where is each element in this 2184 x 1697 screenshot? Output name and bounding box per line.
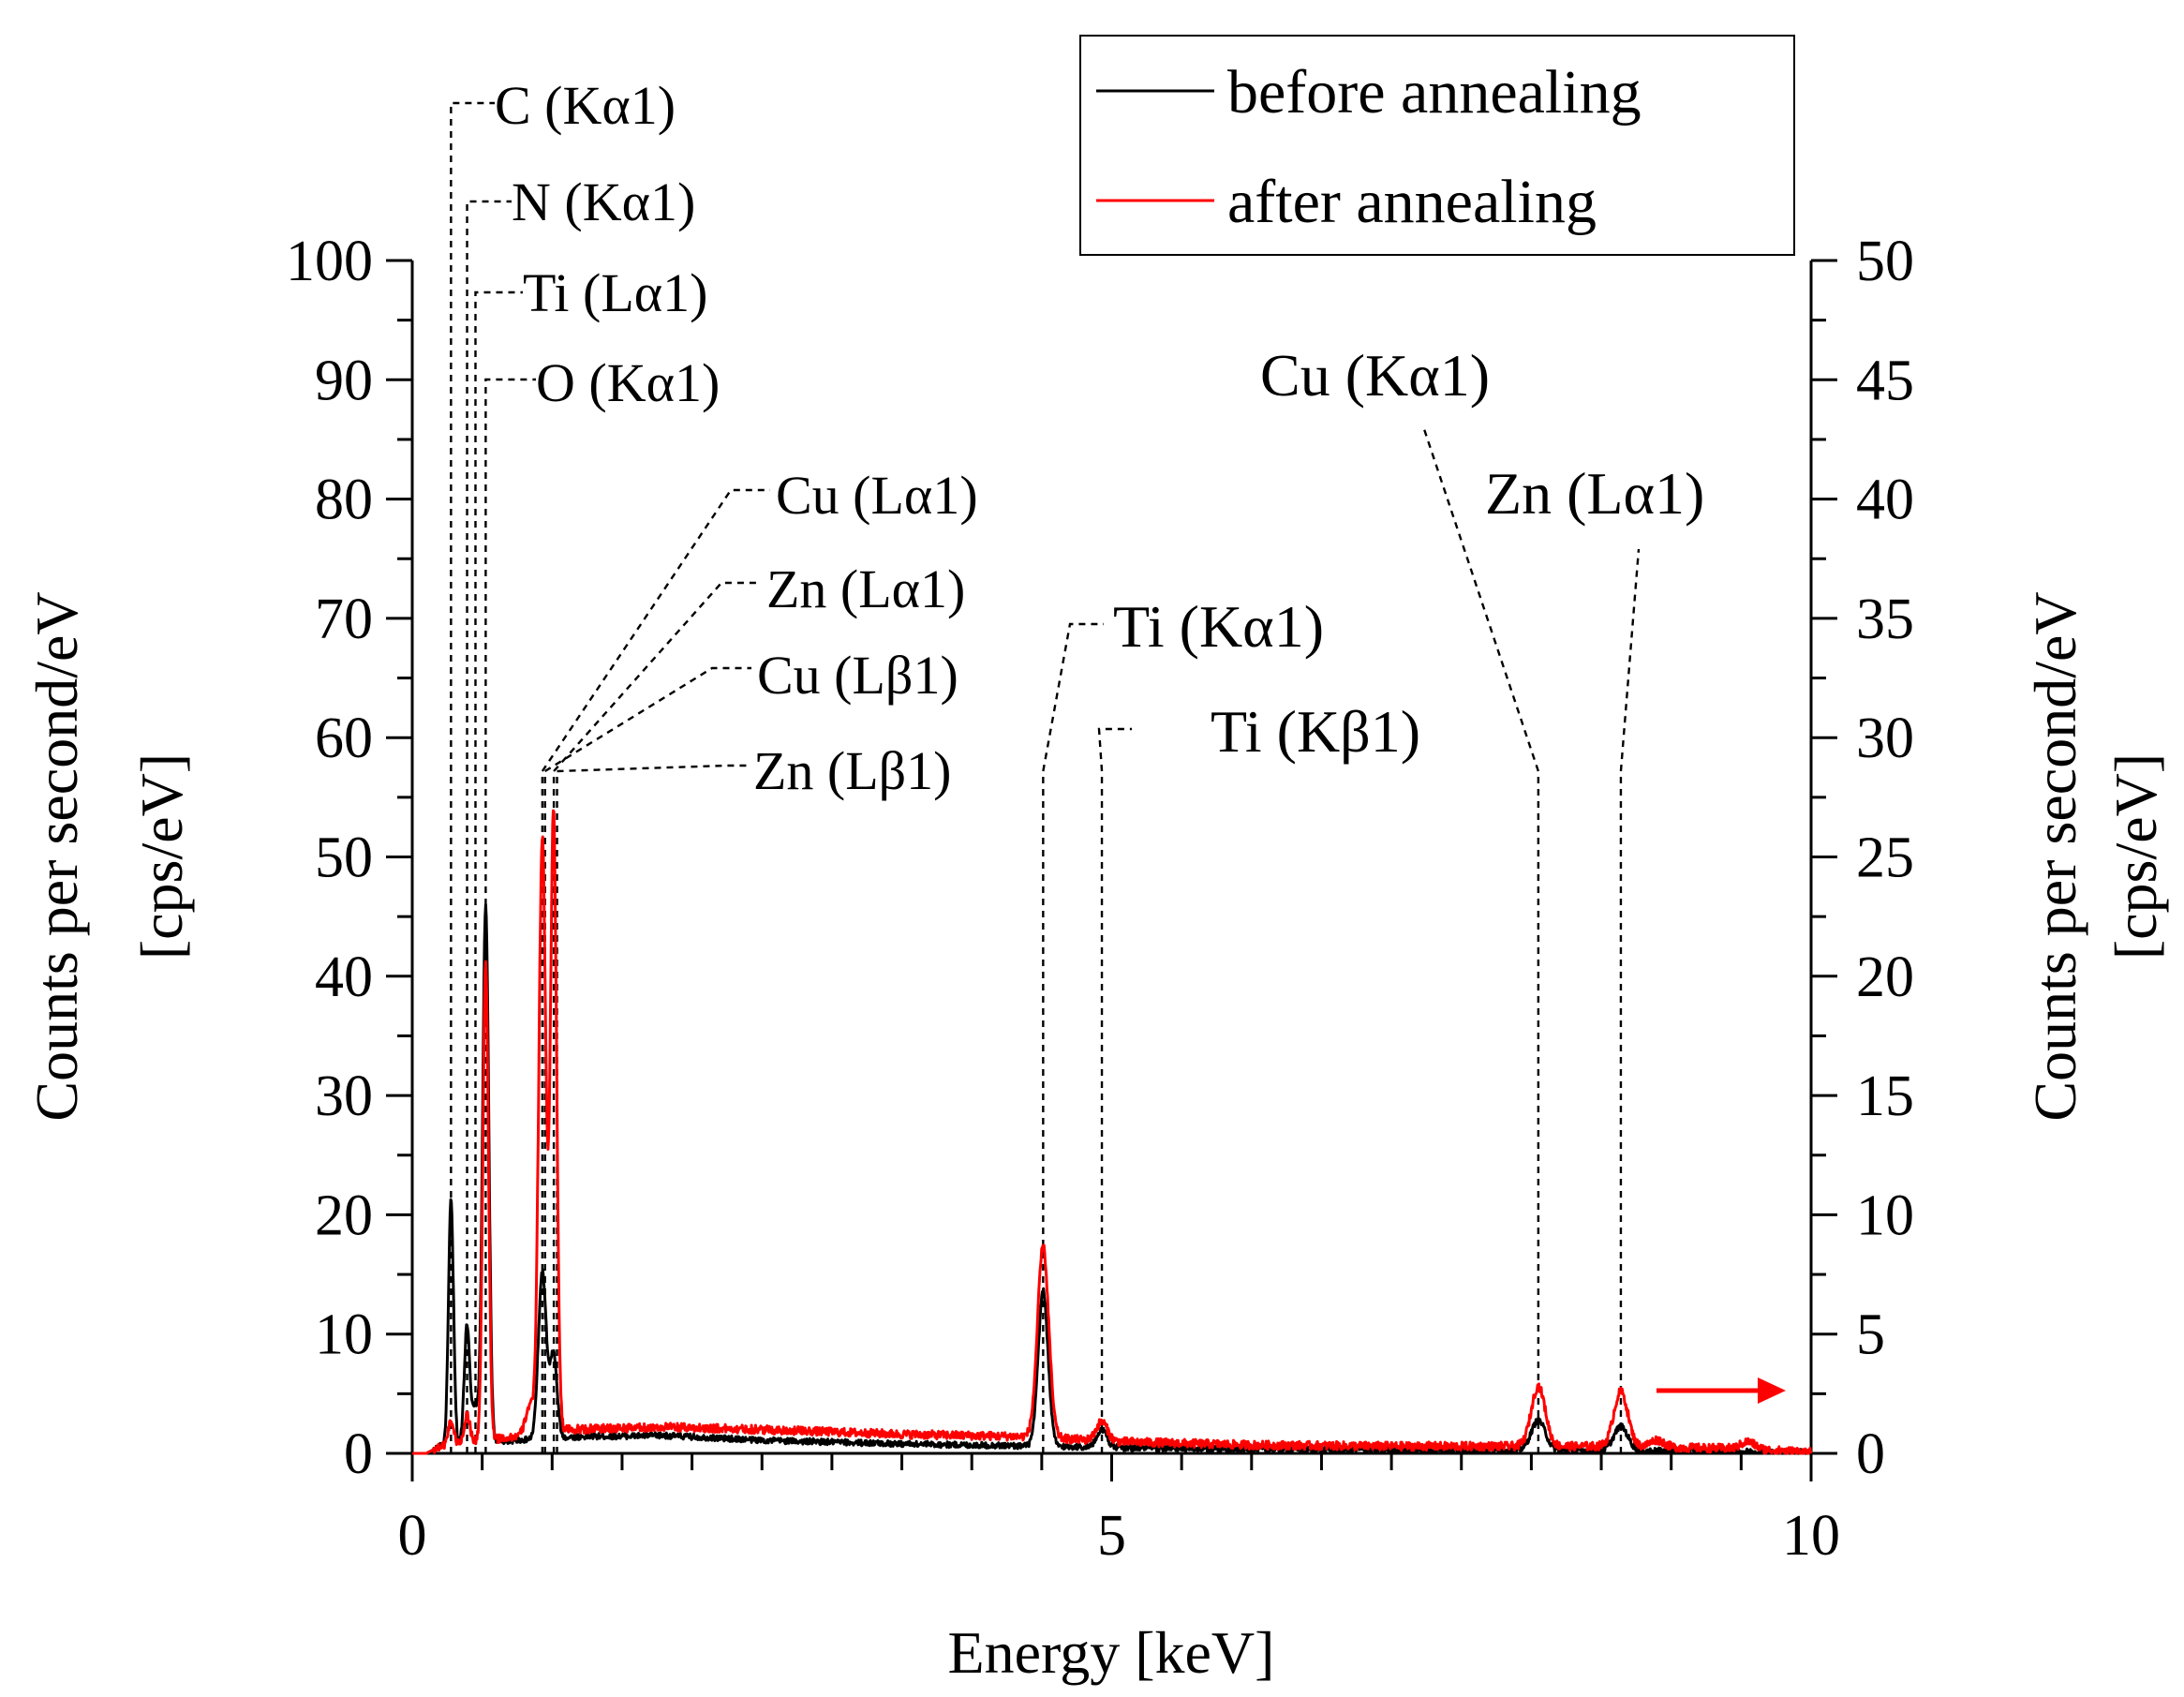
y-left-tick-label: 80 — [315, 469, 373, 532]
peak-leader-line — [466, 200, 512, 1453]
legend-label-before: before annealing — [1227, 58, 1642, 127]
peak-leader-line — [484, 378, 536, 1453]
y-left-tick-label: 0 — [344, 1422, 373, 1486]
peak-label: Zn (Lα1) — [766, 558, 965, 619]
right-axis-title-unit: [cps/eV] — [2102, 753, 2169, 960]
y-right-tick-label: 50 — [1856, 230, 1914, 293]
peak-annotation: Cu (Lβ1) — [543, 645, 958, 1453]
y-left-tick-label: 40 — [315, 945, 373, 1009]
peak-annotation: Zn (Lα1) — [1485, 460, 1704, 1453]
peak-leader-line — [552, 581, 761, 1453]
y-right-tick-label: 40 — [1856, 469, 1914, 532]
left-axis-title: Counts per second/eV [cps/eV] — [23, 591, 195, 1121]
y-right-tick-label: 30 — [1856, 707, 1914, 770]
right-axis-title-main: Counts per second/eV — [2022, 591, 2088, 1121]
peak-label: Ti (Kα1) — [1113, 593, 1324, 660]
peak-annotation: Cu (Kα1) — [1260, 342, 1540, 1453]
right-axis-title: Counts per second/eV [cps/eV] — [2022, 591, 2169, 1121]
series-line-after-annealing — [411, 809, 1813, 1455]
peak-annotation: Zn (Lα1) — [552, 558, 965, 1453]
y-right-tick-label: 15 — [1856, 1064, 1914, 1128]
peak-leader-line — [1619, 548, 1641, 1453]
y-left-tick-label: 60 — [315, 707, 373, 770]
ticks: 0102030405060708090100051015202530354045… — [286, 230, 1914, 1568]
peak-leader-line — [541, 488, 770, 1453]
peak-label: C (Kα1) — [495, 75, 676, 136]
peak-label: Cu (Lβ1) — [757, 645, 958, 706]
peak-label: Zn (Lβ1) — [753, 740, 952, 801]
peak-label: Cu (Lα1) — [776, 465, 978, 526]
peak-annotation: Cu (Lα1) — [541, 465, 978, 1453]
peak-annotation: Zn (Lβ1) — [556, 740, 952, 1453]
peak-label: Zn (Lα1) — [1485, 460, 1704, 527]
y-left-tick-label: 10 — [315, 1303, 373, 1367]
peak-annotations: C (Kα1) N (Kα1) Ti (Lα1) O (Kα1) Cu (Lα1) Zn … — [450, 75, 1704, 1453]
x-tick-label: 5 — [1097, 1504, 1126, 1568]
peak-annotation: C (Kα1) — [450, 75, 676, 1453]
peak-label: N (Kα1) — [512, 171, 695, 232]
y-left-tick-label: 30 — [315, 1064, 373, 1128]
x-tick-label: 10 — [1782, 1504, 1840, 1568]
y-left-tick-label: 20 — [315, 1183, 373, 1247]
peak-leader-line — [450, 101, 495, 1453]
y-right-tick-label: 10 — [1856, 1183, 1914, 1247]
y-left-tick-label: 70 — [315, 588, 373, 651]
y-left-tick-label: 90 — [315, 349, 373, 412]
peak-leader-line — [1422, 428, 1540, 1453]
peak-annotation: O (Kα1) — [484, 352, 720, 1453]
peak-leader-line — [1097, 727, 1132, 1453]
peak-annotation: N (Kα1) — [466, 171, 695, 1453]
x-tick-label: 0 — [398, 1504, 427, 1568]
peak-annotation: Ti (Lα1) — [474, 262, 707, 1453]
peak-leader-line — [1042, 622, 1104, 1453]
peak-leader-line — [556, 764, 750, 1453]
y-right-tick-label: 45 — [1856, 349, 1914, 412]
y-left-tick-label: 50 — [315, 826, 373, 890]
legend-label-after: after annealing — [1227, 168, 1597, 236]
left-axis-title-main: Counts per second/eV — [23, 591, 90, 1121]
y-right-tick-label: 25 — [1856, 826, 1914, 890]
peak-leader-line — [543, 666, 751, 1453]
peak-leader-line — [474, 290, 523, 1453]
x-axis-title: Energy [keV] — [948, 1619, 1275, 1686]
y-right-tick-label: 20 — [1856, 945, 1914, 1009]
series — [411, 809, 1813, 1455]
peak-label: Cu (Kα1) — [1260, 342, 1490, 409]
y-right-tick-label: 0 — [1856, 1422, 1885, 1486]
peak-annotation: Ti (Kα1) — [1042, 593, 1324, 1453]
peak-label: Ti (Kβ1) — [1211, 698, 1420, 765]
series-line-before-annealing — [411, 902, 1812, 1455]
y-left-tick-label: 100 — [286, 230, 373, 293]
legend: before annealing after annealing — [1079, 35, 1795, 256]
peak-annotation: Ti (Kβ1) — [1097, 698, 1420, 1453]
right-axis-arrow — [1657, 1377, 1786, 1404]
left-axis-title-unit: [cps/eV] — [128, 753, 195, 960]
axes — [410, 261, 1813, 1455]
y-right-tick-label: 35 — [1856, 588, 1914, 651]
peak-label: O (Kα1) — [536, 352, 720, 413]
legend-box — [1079, 35, 1795, 256]
y-right-tick-label: 5 — [1856, 1303, 1885, 1367]
peak-label: Ti (Lα1) — [523, 262, 707, 323]
arrow-head-icon — [1758, 1377, 1786, 1404]
